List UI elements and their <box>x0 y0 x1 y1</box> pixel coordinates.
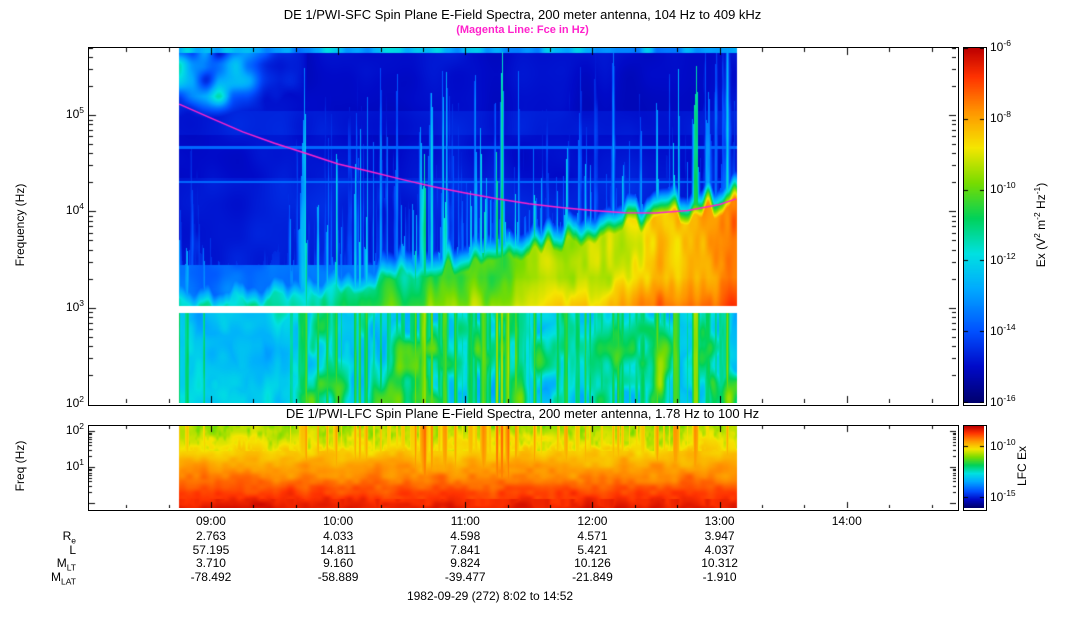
sfc-y-axis-label: Frequency (Hz) <box>13 183 27 267</box>
ephemeris-value: 57.195 <box>192 542 230 557</box>
ephemeris-value: 4.033 <box>323 529 354 543</box>
time-tick-label: 14:00 <box>831 514 862 528</box>
lfc-colorbar-tick-label: 10-15 <box>990 487 1016 504</box>
lfc-colorbar-tick-label: 10-10 <box>990 436 1016 453</box>
ephemeris-value: -1.910 <box>702 569 737 584</box>
sfc-spectrogram-canvas <box>89 48 956 403</box>
ephemeris-value: -39.477 <box>444 569 486 584</box>
ephemeris-value: 5.421 <box>577 542 608 557</box>
lfc-y-axis-label: Freq (Hz) <box>13 440 27 492</box>
sfc-colorbar-tick-label: 10-6 <box>990 38 1011 54</box>
time-tick-label: 10:00 <box>323 514 354 528</box>
time-tick-label: 09:00 <box>195 514 226 528</box>
ephemeris-value: -58.889 <box>317 569 359 584</box>
sfc-colorbar-gradient <box>964 48 984 403</box>
ephemeris-value: 9.824 <box>450 556 481 570</box>
sfc-colorbar-tick-label: 10-16 <box>990 393 1016 409</box>
ephemeris-value: 10.312 <box>701 556 738 570</box>
time-tick-label: 11:00 <box>450 514 480 528</box>
sfc-colorbar-tick-label: 10-12 <box>990 251 1016 267</box>
ephemeris-value: 4.598 <box>450 529 481 543</box>
sfc-subtitle: (Magenta Line: Fce in Hz) <box>456 24 589 36</box>
ephemeris-value: 3.947 <box>704 529 735 543</box>
sfc-panel <box>88 47 959 406</box>
sfc-title: DE 1/PWI-SFC Spin Plane E-Field Spectra,… <box>283 7 762 22</box>
ephemeris-value: 4.571 <box>577 529 608 543</box>
lfc-spectrogram-canvas <box>89 426 956 508</box>
lfc-colorbar-gradient <box>964 426 984 508</box>
sfc-colorbar-tick-label: 10-10 <box>990 180 1016 196</box>
time-tick-label: 13:00 <box>704 514 735 528</box>
ephemeris-value: 3.710 <box>195 556 226 570</box>
lfc-title: DE 1/PWI-LFC Spin Plane E-Field Spectra,… <box>285 406 760 421</box>
sfc-colorbar-label: Ex (V2 m-2 Hz-1) <box>1032 182 1048 268</box>
lfc-colorbar <box>963 425 987 511</box>
ephemeris-value: 7.841 <box>450 542 481 557</box>
ephemeris-row-label: Re <box>62 529 76 546</box>
lfc-panel <box>88 425 959 511</box>
lfc-y-tick-label: 101 <box>65 457 84 473</box>
time-tick-label: 12:00 <box>577 514 608 528</box>
ephemeris-value: 2.763 <box>195 529 226 543</box>
ephemeris-value: 10.126 <box>574 556 611 570</box>
lfc-colorbar-label: LFC Ex <box>1015 445 1029 487</box>
sfc-colorbar-tick-label: 10-8 <box>990 109 1011 125</box>
ephemeris-row-label: MLAT <box>51 569 76 586</box>
lfc-y-tick-label: 102 <box>65 421 84 437</box>
sfc-colorbar-tick-label: 10-14 <box>990 322 1016 338</box>
ephemeris-value: -21.849 <box>572 569 613 584</box>
ephemeris-row-label: L <box>69 542 76 557</box>
date-range-footer: 1982-09-29 (272) 8:02 to 14:52 <box>406 589 574 603</box>
sfc-y-tick-label: 103 <box>65 297 84 314</box>
ephemeris-row-label: MLT <box>56 556 76 573</box>
sfc-y-tick-label: 105 <box>65 105 84 122</box>
sfc-y-tick-label: 102 <box>65 394 84 410</box>
sfc-colorbar <box>963 47 987 406</box>
sfc-y-tick-label: 104 <box>65 201 84 218</box>
ephemeris-value: -78.492 <box>190 569 232 584</box>
ephemeris-value: 14.811 <box>320 542 357 557</box>
ephemeris-value: 9.160 <box>323 556 354 570</box>
ephemeris-value: 4.037 <box>704 542 735 557</box>
